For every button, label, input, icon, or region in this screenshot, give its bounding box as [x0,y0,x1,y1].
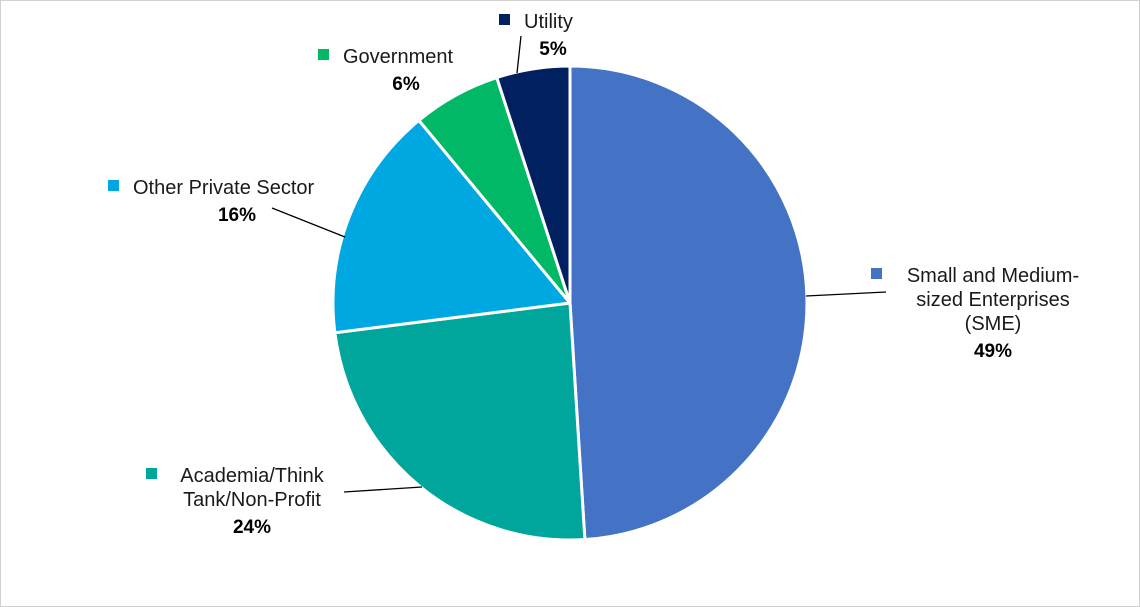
value-label-1: 24% [233,517,271,538]
slice-label-3: Government 6% [318,46,453,95]
value-label-4: 5% [539,39,567,60]
category-label-4-line-0: Utility [524,11,573,33]
pie-slice-2 [331,118,572,335]
legend-marker-3 [318,49,329,60]
value-label-3: 6% [392,74,420,95]
leader-line-0 [805,291,887,297]
category-label-1-line-0: Academia/Think [180,465,324,487]
slice-label-4: Utility 5% [499,11,573,74]
category-label-3-line-0: Government [343,46,453,68]
pie-slice-0 [568,64,809,542]
leader-line-4 [516,35,522,74]
slice-label-0: Small and Medium-sized Enterprises(SME) 4… [805,265,1079,362]
category-label-1-line-1: Tank/Non-Profit [183,489,321,511]
legend-marker-0 [871,268,882,279]
legend-marker-2 [108,180,119,191]
value-label-2: 16% [218,205,256,226]
category-label-0-line-2: (SME) [965,313,1022,335]
legend-marker-4 [499,14,510,25]
slice-label-2: Other Private Sector 16% [108,177,346,238]
pie-slice-1 [333,301,587,542]
pie-slice-4 [495,64,572,305]
leader-line-2 [271,207,346,238]
category-label-0-line-0: Small and Medium- [907,265,1079,287]
leader-line-1 [343,486,423,493]
category-label-0-line-1: sized Enterprises [916,289,1069,311]
category-label-2-line-0: Other Private Sector [133,177,315,199]
legend-marker-1 [146,468,157,479]
value-label-0: 49% [974,341,1012,362]
